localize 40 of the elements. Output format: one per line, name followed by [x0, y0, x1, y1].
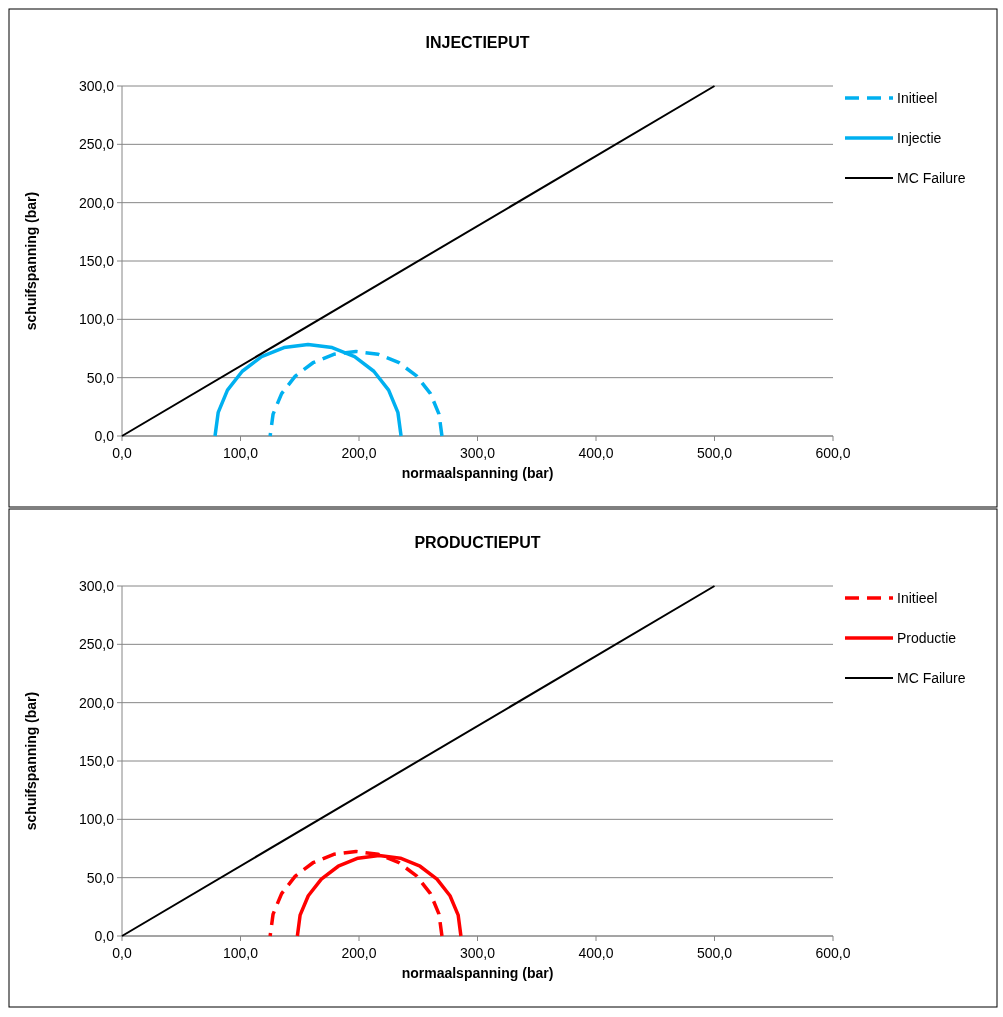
x-tick-label: 400,0 [578, 945, 614, 961]
x-tick-label: 300,0 [459, 945, 496, 961]
y-tick-label: 50,0 [86, 369, 115, 386]
x-tick-label: 500,0 [696, 945, 733, 961]
y-tick-label: 300,0 [78, 578, 115, 594]
y-tick-label: 150,0 [78, 253, 115, 269]
x-axis-title: normaalspanning (bar) [401, 965, 554, 981]
y-tick-label: 100,0 [78, 811, 115, 828]
x-tick-label: 0,0 [112, 445, 132, 461]
y-tick-label: 50,0 [86, 869, 115, 886]
x-tick-label: 600,0 [815, 445, 851, 461]
x-tick-label: 100,0 [222, 445, 259, 461]
x-tick-label: 100,0 [222, 945, 259, 961]
legend-label: Productie [897, 630, 957, 646]
y-tick-label: 200,0 [78, 194, 115, 211]
x-tick-label: 200,0 [341, 945, 377, 961]
y-tick-label: 100,0 [78, 311, 115, 328]
y-axis-title: schuifspanning (bar) [23, 191, 39, 331]
y-axis-title: schuifspanning (bar) [23, 691, 39, 831]
legend-label: Injectie [897, 130, 942, 146]
x-tick-label: 500,0 [696, 445, 733, 461]
x-axis-title: normaalspanning (bar) [401, 465, 554, 481]
legend-label: Initieel [897, 90, 938, 106]
y-tick-label: 200,0 [78, 694, 115, 711]
y-tick-label: 0,0 [94, 928, 115, 944]
chart-title: INJECTIEPUT [425, 34, 530, 51]
legend-label: MC Failure [897, 170, 966, 186]
chart-title: PRODUCTIEPUT [414, 534, 541, 551]
x-tick-label: 0,0 [112, 945, 132, 961]
x-tick-label: 200,0 [341, 445, 377, 461]
legend-label: Initieel [897, 590, 938, 606]
y-tick-label: 250,0 [78, 636, 115, 653]
y-tick-label: 0,0 [94, 428, 115, 444]
x-tick-label: 400,0 [578, 445, 614, 461]
x-tick-label: 600,0 [815, 945, 851, 961]
y-tick-label: 150,0 [78, 753, 115, 769]
legend-label: MC Failure [897, 670, 966, 686]
y-tick-label: 250,0 [78, 136, 115, 153]
x-tick-label: 300,0 [459, 445, 496, 461]
y-tick-label: 300,0 [78, 78, 115, 94]
